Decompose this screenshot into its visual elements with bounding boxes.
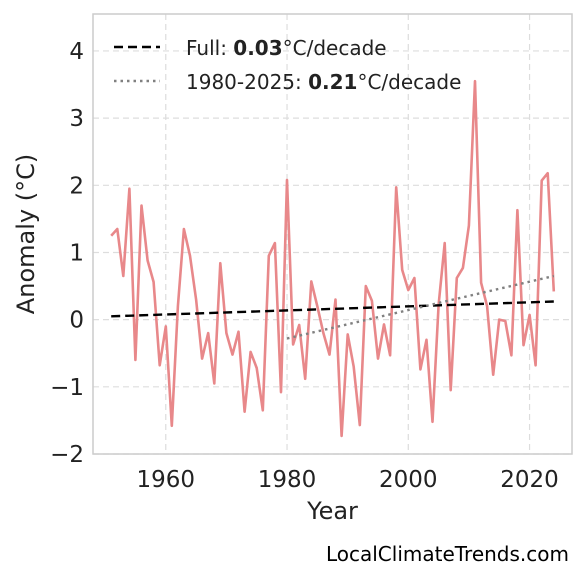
y-tick-label: 3 (69, 106, 84, 132)
recent-trend-line (286, 274, 555, 340)
x-tick-label: 1980 (258, 467, 317, 493)
legend-entry-full: Full: 0.03°C/decade (186, 36, 387, 60)
plot-area (92, 13, 573, 455)
legend-full-prefix: Full: (186, 36, 233, 60)
legend: Full: 0.03°C/decade 1980-2025: 0.21°C/de… (114, 36, 461, 94)
y-axis-label: Anomaly (°C) (12, 154, 40, 314)
legend-recent-prefix: 1980-2025: (186, 70, 308, 94)
y-tick-label: 2 (69, 173, 84, 199)
x-tick-label: 1960 (136, 467, 195, 493)
x-tick-label: 2020 (500, 467, 559, 493)
y-tick-label: 0 (69, 308, 84, 334)
legend-recent-rate: 0.21 (308, 70, 357, 94)
watermark: LocalClimateTrends.com (326, 542, 569, 566)
x-tick-label: 2000 (379, 467, 438, 493)
y-tick-label: 4 (69, 39, 84, 65)
y-tick-label: −1 (50, 375, 84, 401)
full-trend-line (111, 300, 554, 318)
y-tick-label: 1 (69, 240, 84, 266)
legend-full-rate: 0.03 (233, 36, 282, 60)
legend-entry-recent: 1980-2025: 0.21°C/decade (186, 70, 461, 94)
x-axis-label: Year (306, 497, 358, 525)
legend-full-suffix: °C/decade (283, 36, 387, 60)
y-tick-label: −2 (50, 442, 84, 468)
axis-ticks: 1960 1980 2000 2020 −2 −1 0 1 2 3 4 (50, 39, 559, 493)
legend-recent-suffix: °C/decade (357, 70, 461, 94)
series-layer (110, 79, 556, 438)
anomaly-line (110, 79, 556, 438)
grid (93, 14, 572, 455)
